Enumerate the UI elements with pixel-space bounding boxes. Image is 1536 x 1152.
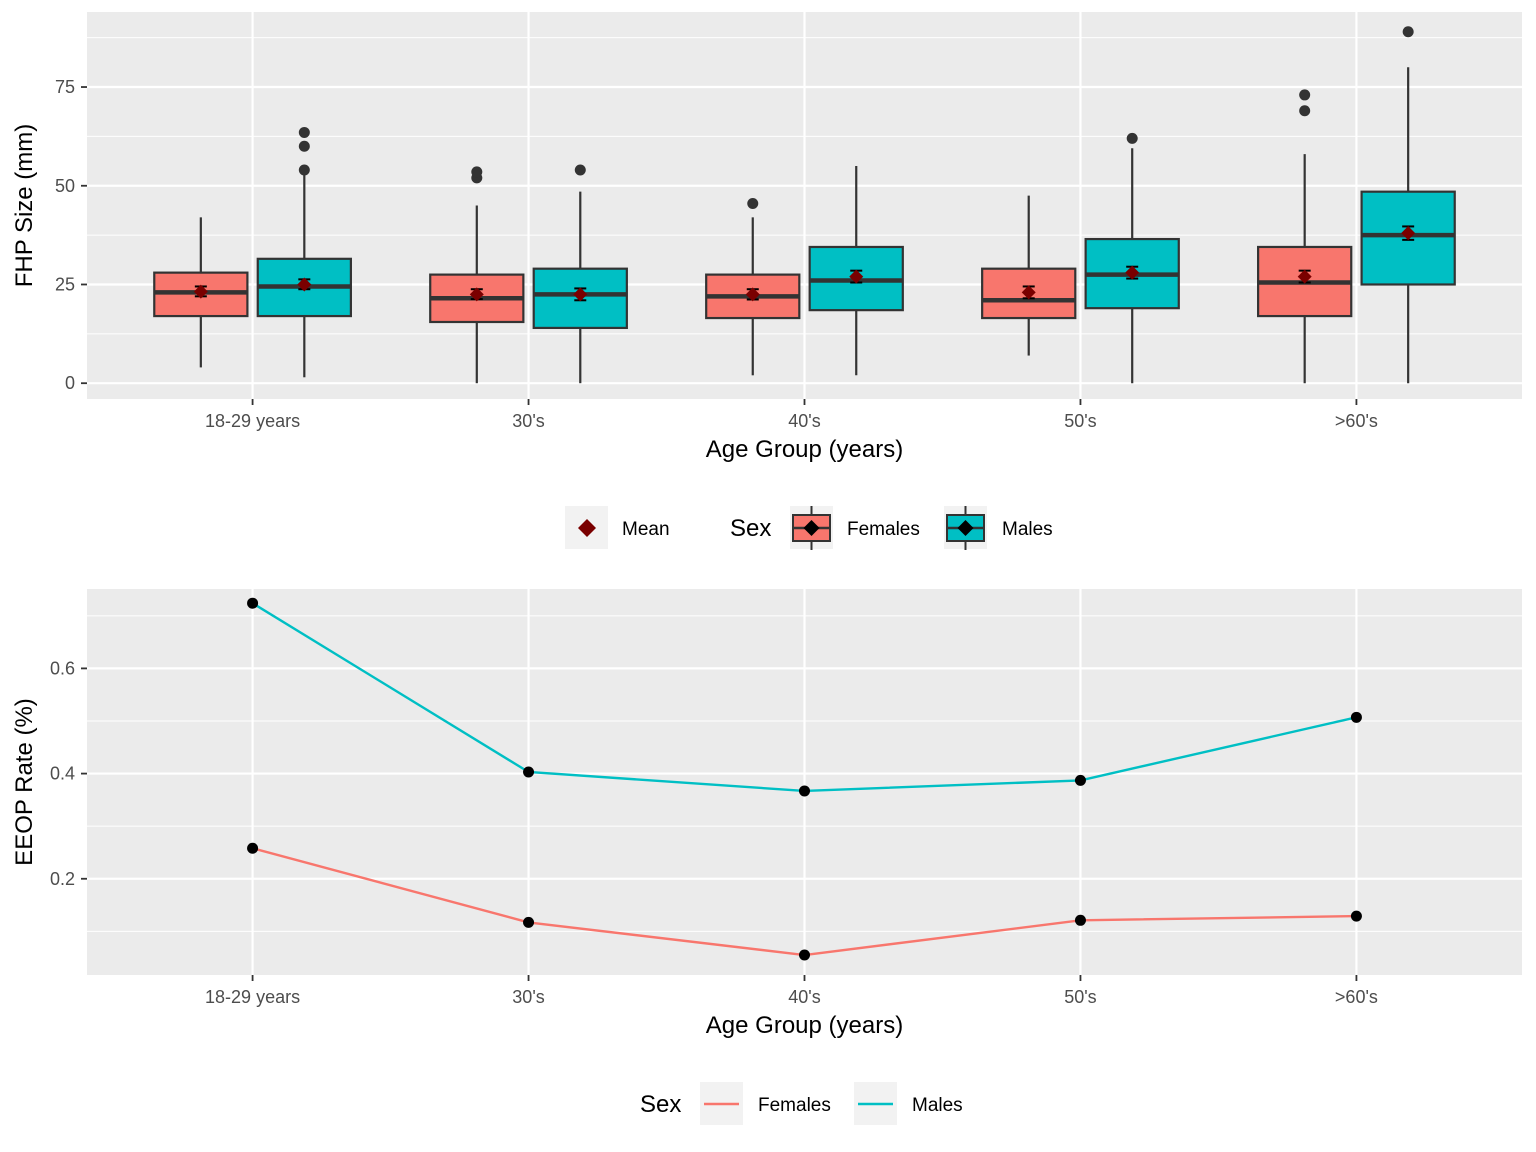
x-tick-label: 40's — [788, 411, 820, 431]
mean-marker — [469, 287, 484, 302]
mean-marker — [745, 287, 760, 302]
mean-marker — [1401, 226, 1416, 241]
outlier-point — [1299, 105, 1311, 117]
x-tick-label: 30's — [512, 411, 544, 431]
data-point — [1350, 711, 1362, 723]
mean-marker — [1297, 269, 1312, 284]
box-females-2 — [705, 198, 801, 376]
x-tick-label: 18-29 years — [205, 987, 300, 1007]
data-point — [1350, 910, 1362, 922]
legend-title: Sex — [640, 1091, 681, 1118]
y-tick-label: 0.6 — [50, 658, 75, 678]
x-tick-label: 40's — [788, 987, 820, 1007]
series-males — [256, 26, 1456, 384]
series-females — [247, 842, 1362, 961]
outlier-point — [747, 198, 759, 210]
y-tick-label: 25 — [55, 274, 75, 294]
x-tick-label: 50's — [1064, 987, 1096, 1007]
data-point — [799, 949, 810, 961]
outlier-point — [1402, 26, 1414, 38]
data-point — [247, 842, 259, 854]
legend-label-males: Males — [912, 1095, 963, 1116]
legend-label-females: Females — [847, 519, 920, 540]
mean-marker — [573, 287, 588, 302]
y-tick-label: 50 — [55, 176, 75, 196]
y-tick-label: 0.4 — [50, 764, 75, 784]
box-females-3 — [981, 195, 1077, 356]
series-males — [247, 597, 1362, 797]
legend-key-females — [790, 506, 833, 550]
data-point — [1074, 774, 1086, 786]
mean-marker — [1021, 285, 1036, 300]
outlier-point — [298, 140, 310, 152]
data-point — [523, 766, 535, 778]
box-males-3 — [1084, 132, 1180, 384]
box-males-0 — [256, 126, 352, 378]
y-axis-title: EEOP Rate (%) — [11, 698, 38, 866]
box-females-0 — [153, 217, 249, 368]
mean-marker — [193, 284, 208, 299]
box-females-4 — [1257, 89, 1353, 384]
data-point — [799, 785, 810, 797]
y-axis-title: FHP Size (mm) — [11, 124, 38, 288]
series-females — [153, 89, 1353, 384]
x-tick-label: >60's — [1335, 987, 1378, 1007]
x-tick-label: 50's — [1064, 411, 1096, 431]
mean-marker — [297, 277, 312, 292]
y-tick-label: 0 — [65, 373, 75, 393]
x-tick-label: >60's — [1335, 411, 1378, 431]
legend-label-mean: Mean — [622, 519, 670, 540]
outlier-point — [1126, 132, 1138, 144]
legend-title: Sex — [730, 515, 771, 542]
outlier-point — [298, 164, 310, 176]
outlier-point — [1299, 89, 1311, 101]
outlier-point — [471, 166, 483, 178]
x-axis-title: Age Group (years) — [706, 436, 903, 463]
outlier-point — [574, 164, 586, 176]
legend-key-diamond — [957, 520, 974, 536]
legend-key-mean — [578, 519, 596, 537]
outlier-point — [298, 126, 310, 138]
box-males-1 — [532, 164, 628, 384]
x-axis-title: Age Group (years) — [706, 1012, 903, 1039]
data-point — [1074, 914, 1086, 926]
legend-label-females: Females — [758, 1095, 831, 1116]
line-chart: 0.2 0.4 0.6 18-29 years 30's 40's 50's >60's Age… — [11, 589, 1522, 1125]
data-point — [523, 916, 535, 928]
x-tick-label: 30's — [512, 987, 544, 1007]
y-tick-label: 75 — [55, 77, 75, 97]
legend-label-males: Males — [1002, 519, 1053, 540]
x-tick-label: 18-29 years — [205, 411, 300, 431]
box-males-2 — [808, 166, 904, 376]
legend-key-diamond — [803, 520, 820, 536]
boxplot-chart: 0 25 50 75 18-29 years 30's 40's 50's >60's Age G… — [11, 12, 1522, 550]
y-tick-label: 0.2 — [50, 869, 75, 889]
mean-marker — [1125, 265, 1140, 280]
box-males-4 — [1360, 26, 1456, 384]
box-females-1 — [429, 166, 525, 384]
legend-key-males — [944, 506, 987, 550]
boxplot-legend: Mean Sex Females Males — [565, 506, 1053, 550]
mean-marker — [849, 269, 864, 284]
line-legend: Sex Females Males — [640, 1082, 963, 1125]
data-point — [247, 597, 259, 609]
